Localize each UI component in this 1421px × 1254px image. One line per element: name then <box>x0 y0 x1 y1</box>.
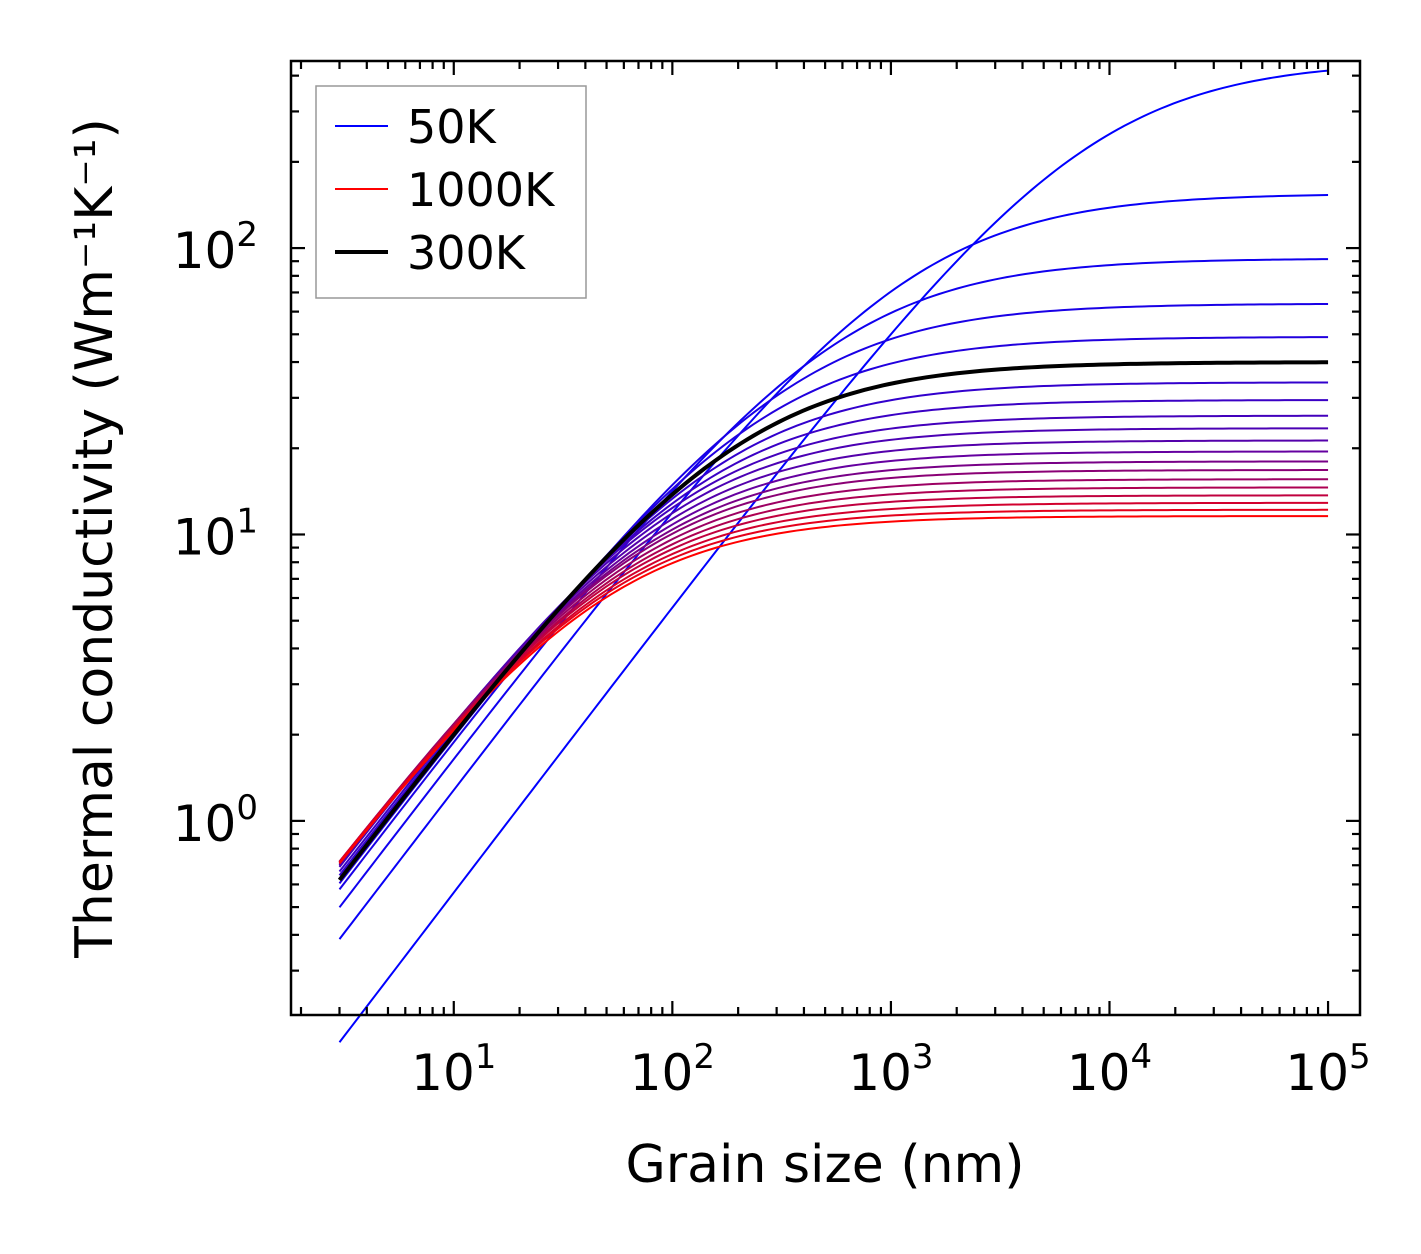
series-layer <box>337 69 1329 1043</box>
x-tick-label: 105 <box>1285 1037 1370 1102</box>
x-tick-label: 104 <box>1067 1037 1152 1102</box>
legend-items: 50K 1000K 300K <box>335 100 556 280</box>
legend-label: 300K <box>407 226 527 280</box>
series-line-100K <box>338 194 1329 940</box>
y-axis-label: Thermal conductivity (Wm⁻¹K⁻¹) <box>65 118 125 959</box>
legend-label: 50K <box>407 100 498 154</box>
series-line-950K <box>338 508 1329 863</box>
x-tick-label: 103 <box>848 1037 933 1102</box>
legend-box <box>315 85 587 299</box>
legend-label: 1000K <box>407 163 556 217</box>
plot-frame <box>289 59 1362 1017</box>
ticks-layer <box>291 61 1360 1015</box>
y-tick-label: 101 <box>173 501 258 566</box>
x-tick-label: 102 <box>630 1037 715 1102</box>
series-line-700K <box>338 469 1329 863</box>
y-tick-label: 100 <box>173 788 258 853</box>
tick-label-layer: 101 102 103 104 105 100 101 102 <box>173 215 1371 1102</box>
legend: 50K 1000K 300K <box>315 85 587 299</box>
series-line-300K <box>337 360 1329 882</box>
x-tick-label: 101 <box>411 1037 496 1102</box>
x-axis-label: Grain size (nm) <box>625 1135 1024 1195</box>
series-line-150K <box>338 258 1329 908</box>
series-line-1000K <box>338 515 1329 865</box>
y-tick-label: 102 <box>173 215 258 280</box>
series-line-50K <box>338 69 1329 1043</box>
